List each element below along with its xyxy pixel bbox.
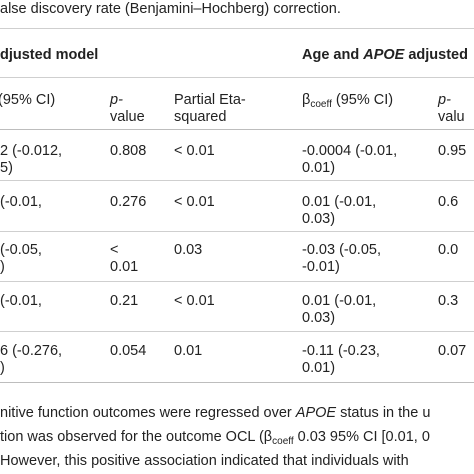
col-header-ci: (95% CI) [0, 92, 56, 108]
footnote-line: tion was observed for the outcome OCL (β… [0, 429, 430, 447]
cell-p: 0.21 [110, 293, 139, 309]
cell-eta: < 0.01 [174, 143, 215, 159]
cell-beta-cont: 0.01) [302, 160, 336, 176]
cell-beta-cont: 0.01) [302, 360, 336, 376]
row-rule [0, 281, 474, 282]
cell-beta: -0.11 (-0.23, [302, 343, 380, 359]
footnote-line: nitive function outcomes were regressed … [0, 405, 431, 421]
col-header-p-line1: p- [110, 92, 123, 108]
row-rule [0, 331, 474, 332]
col-header-beta: βcoeff (95% CI) [302, 92, 394, 110]
table-caption: alse discovery rate (Benjamini–Hochberg)… [0, 1, 341, 17]
cell-ci-cont: ) [0, 259, 5, 275]
cell-p-cont: 0.01 [110, 259, 139, 275]
cell-ci: 2 (-0.012, [0, 143, 63, 159]
cell-p2: 0.6 [438, 194, 459, 210]
col-header-p2-line1: p- [438, 92, 451, 108]
cell-ci: (-0.01, [0, 194, 42, 210]
cell-p2: 0.07 [438, 343, 467, 359]
group-header-right: Age and APOE adjusted [302, 47, 468, 63]
cell-p2: 0.3 [438, 293, 459, 309]
cell-beta-cont: 0.03) [302, 211, 336, 227]
col-header-p2-line2: valu [438, 109, 465, 125]
cell-p: 0.276 [110, 194, 147, 210]
group-header-left: djusted model [0, 47, 99, 63]
cell-p: 0.054 [110, 343, 147, 359]
cell-beta-cont: -0.01) [302, 259, 340, 275]
group-header-rule [0, 77, 474, 78]
cell-ci: (-0.01, [0, 293, 42, 309]
bottom-rule [0, 382, 474, 383]
footnote-line: However, this positive association indic… [0, 453, 409, 469]
cell-beta: 0.01 (-0.01, [302, 194, 377, 210]
cell-ci: (-0.05, [0, 242, 42, 258]
cell-ci: 6 (-0.276, [0, 343, 63, 359]
cell-p2: 0.0 [438, 242, 459, 258]
top-rule [0, 28, 474, 29]
cell-beta: -0.0004 (-0.01, [302, 143, 398, 159]
cell-ci-cont: 5) [0, 160, 13, 176]
cell-beta-cont: 0.03) [302, 310, 336, 326]
row-rule [0, 180, 474, 181]
col-header-eta-line2: squared [174, 109, 227, 125]
cell-p2: 0.95 [438, 143, 467, 159]
cell-eta: < 0.01 [174, 293, 215, 309]
cell-ci-cont: ) [0, 360, 5, 376]
col-header-p-line2: value [110, 109, 145, 125]
cell-p: 0.808 [110, 143, 147, 159]
cell-p: < [110, 242, 119, 258]
col-header-eta-line1: Partial Eta- [174, 92, 246, 108]
cell-eta: < 0.01 [174, 194, 215, 210]
row-rule [0, 231, 474, 232]
cell-eta: 0.03 [174, 242, 203, 258]
cell-beta: -0.03 (-0.05, [302, 242, 381, 258]
cell-beta: 0.01 (-0.01, [302, 293, 377, 309]
header-rule [0, 129, 474, 130]
cell-eta: 0.01 [174, 343, 203, 359]
